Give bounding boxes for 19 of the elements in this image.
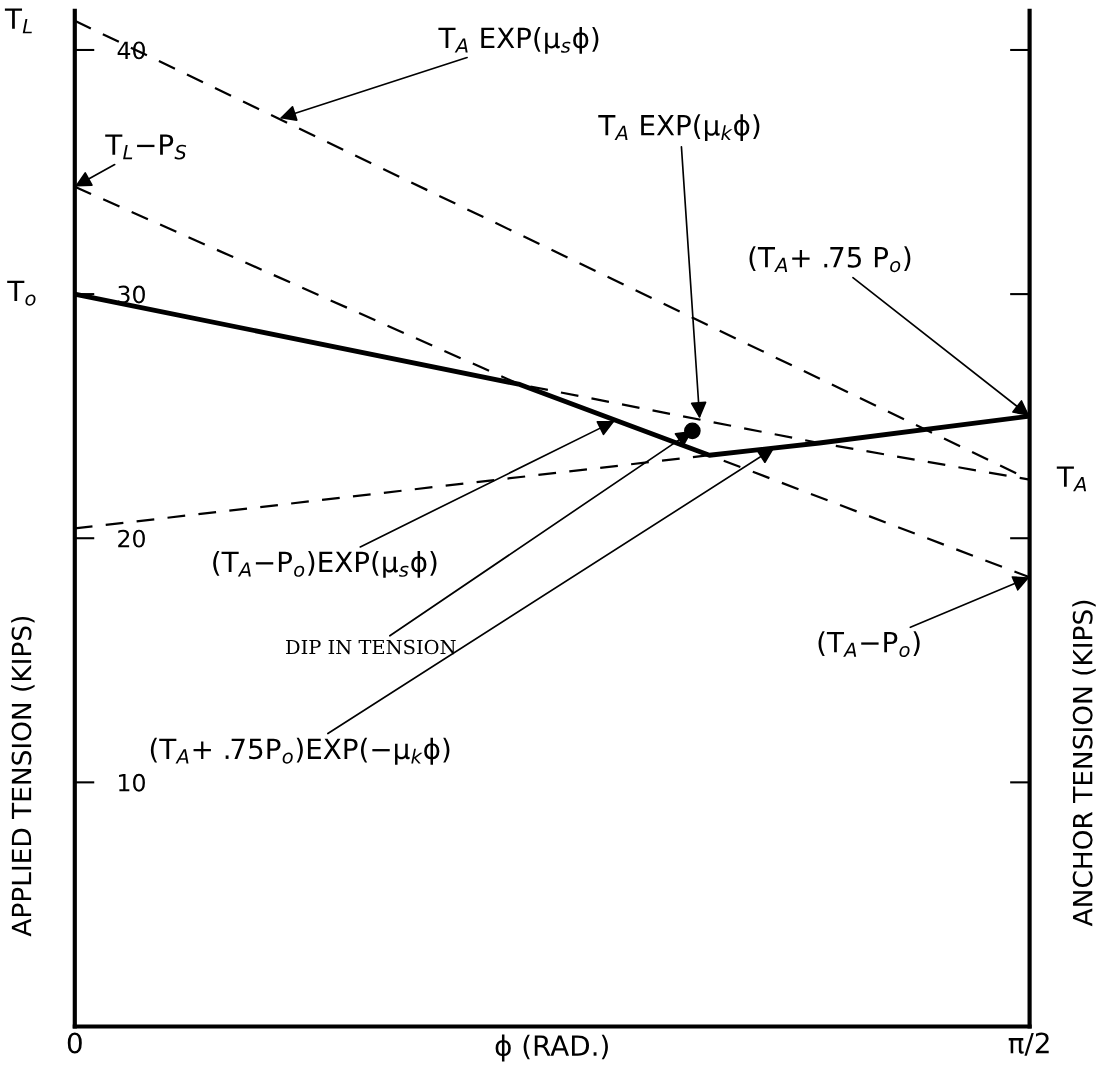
y2-axis-title: ANCHOR TENSION (KIPS)	[1072, 600, 1096, 927]
annotation: (T$_{A}$−P$_{o}$)EXP(μ$_{s}$ϕ)	[213, 550, 437, 578]
annotation: T$_{L}$−P$_{S}$	[105, 134, 187, 160]
text: T$_{L}$	[4, 8, 32, 34]
y-tick-label: 40	[117, 41, 145, 60]
text: T$_{A}$	[1056, 466, 1087, 492]
annotation: T$_{A}$ EXP(μ$_{s}$ϕ)	[438, 26, 599, 54]
annotation: (T$_{A}$−P$_{o}$)	[818, 631, 920, 658]
annotation: DIP IN TENSION	[286, 639, 456, 655]
annotation: (T$_{A}$+ .75 P$_{o}$)	[749, 246, 911, 273]
text: T$_{o}$	[7, 280, 36, 306]
x-tick-label: 0	[67, 1032, 82, 1054]
x-tick-label: π/2	[1008, 1032, 1049, 1056]
y-tick-label: 10	[119, 773, 145, 792]
y-axis-title: APPLIED TENSION (KIPS)	[11, 616, 35, 937]
y-tick-label: 20	[118, 529, 145, 548]
annotation: T$_{A}$ EXP(μ$_{k}$ϕ)	[598, 114, 760, 142]
x-axis-title: ϕ (RAD.)	[495, 1034, 608, 1062]
annotation: (T$_{A}$+ .75P$_{o}$)EXP(−μ$_{k}$ϕ)	[150, 737, 450, 765]
